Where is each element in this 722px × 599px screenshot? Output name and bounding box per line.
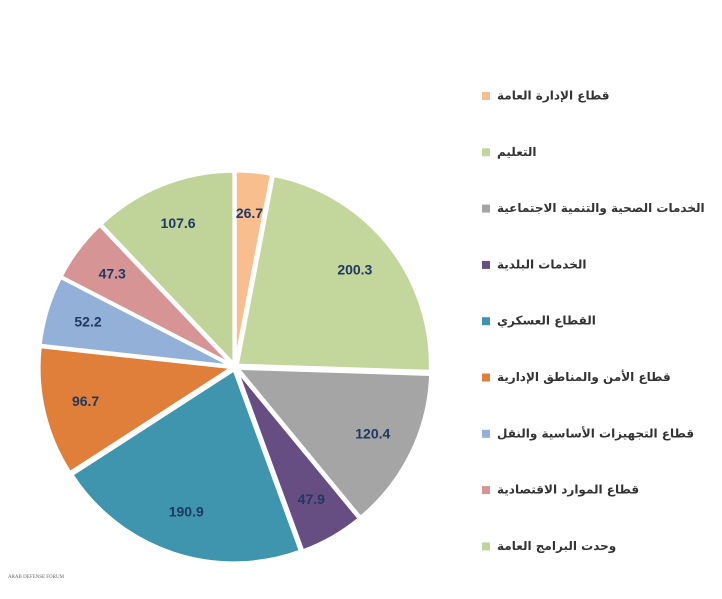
legend-swatch xyxy=(482,204,490,213)
pie-slice xyxy=(234,366,433,520)
pie-slice xyxy=(98,169,236,368)
legend-swatch xyxy=(482,486,490,495)
pie-slice xyxy=(37,345,237,475)
legend-swatch xyxy=(482,429,490,438)
value-label: 47.3 xyxy=(99,265,126,281)
legend-label: قطاع الإدارة العامة xyxy=(497,89,610,103)
pie-slice xyxy=(235,368,362,553)
legend-label: الخدمات الصحية والتنمية الاجتماعية xyxy=(497,201,705,216)
value-label: 190.9 xyxy=(169,503,204,519)
legend-label: قطاع التجهيزات الأساسية والنقل xyxy=(497,425,694,441)
value-label: 52.2 xyxy=(74,313,101,329)
legend-label: التعليم xyxy=(497,145,537,159)
legend-label: قطاع الأمن والمناطق الإدارية xyxy=(497,369,671,385)
value-label: 26.7 xyxy=(236,205,263,221)
watermark: ARAB DEFENSE FORUM xyxy=(8,575,65,580)
legend-swatch xyxy=(482,373,490,382)
value-label: 96.7 xyxy=(72,393,99,409)
pie-slice xyxy=(235,173,432,373)
legend-label: القطاع العسكري xyxy=(497,314,596,328)
legend-label: الخدمات البلدية xyxy=(497,257,587,271)
value-label: 47.9 xyxy=(298,491,325,507)
pie-slice xyxy=(69,367,303,565)
pie-slice xyxy=(59,223,234,367)
legend-swatch xyxy=(482,92,490,100)
value-label: 200.3 xyxy=(337,262,372,278)
legend-swatch xyxy=(482,542,490,551)
legend-swatch xyxy=(482,260,490,269)
legend-label: قطاع الموارد الاقتصادية xyxy=(497,483,639,498)
legend-label: وحدت البرامج العامة xyxy=(497,539,616,554)
value-label: 107.6 xyxy=(161,215,196,231)
legend-swatch xyxy=(482,148,490,157)
legend-swatch xyxy=(482,317,490,326)
value-label: 120.4 xyxy=(355,425,390,441)
